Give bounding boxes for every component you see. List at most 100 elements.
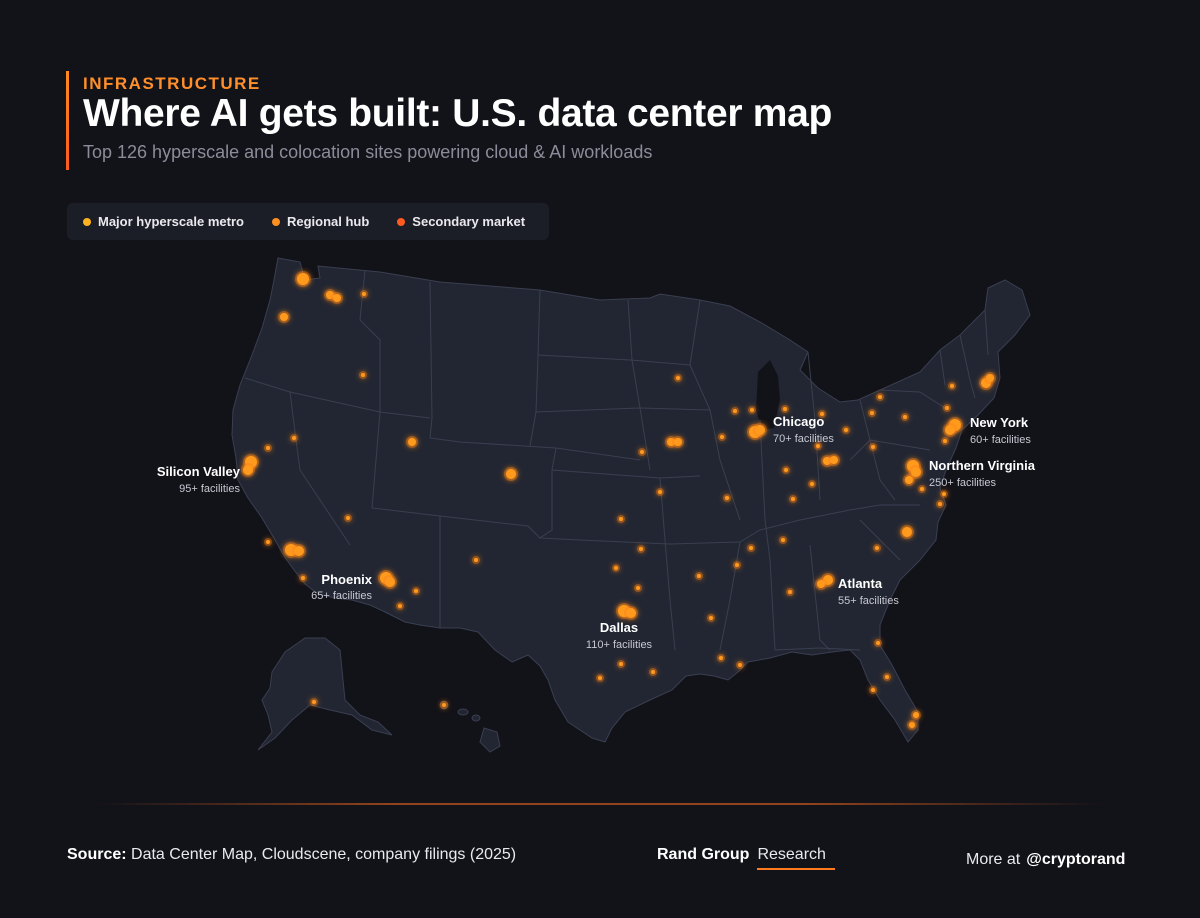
metro-count-new-york: 60+ facilities: [970, 434, 1031, 446]
brand-underline: [757, 868, 835, 870]
facility-dot: [292, 436, 296, 440]
facility-dot: [640, 450, 644, 454]
metro-count-atlanta: 55+ facilities: [838, 595, 899, 607]
facility-dot: [243, 465, 253, 475]
facility-dot: [871, 445, 875, 449]
facility-dot: [474, 558, 478, 562]
facility-dot: [709, 616, 713, 620]
facility-dot: [950, 384, 954, 388]
facility-dot: [385, 577, 395, 587]
hawaii-land: [439, 700, 501, 753]
facility-dot: [816, 444, 820, 448]
facility-dot: [885, 675, 889, 679]
facility-dot: [871, 688, 875, 692]
facility-dot: [749, 546, 753, 550]
metro-label-new-york: New York: [970, 415, 1029, 430]
facility-dots: [241, 271, 996, 730]
source-label: Source:: [67, 846, 127, 863]
facility-dot: [830, 456, 838, 464]
metro-label-dallas: Dallas: [600, 620, 638, 635]
source-text: Data Center Map, Cloudscene, company fil…: [131, 846, 517, 863]
facility-dot: [738, 663, 742, 667]
facility-dot: [943, 439, 947, 443]
facility-dot: [735, 563, 739, 567]
usa-land: [231, 257, 1031, 743]
facility-dot: [876, 641, 880, 645]
metro-count-phoenix: 65+ facilities: [311, 590, 372, 602]
facility-dot: [720, 435, 724, 439]
facility-dot: [942, 492, 946, 496]
us-map: Silicon Valley 95+ facilities Phoenix 65…: [157, 257, 1036, 753]
more-link[interactable]: More at @cryptorand: [966, 851, 1125, 869]
legend-dot-secondary: [397, 217, 406, 226]
facility-dot: [266, 540, 270, 544]
facility-dot: [398, 604, 402, 608]
footer-divider: [95, 803, 1105, 805]
facility-dot: [810, 482, 814, 486]
legend-item-major: Major hyperscale metro: [83, 214, 244, 229]
facility-dot: [312, 700, 316, 704]
facility-dot: [817, 580, 825, 588]
facility-dot: [651, 670, 655, 674]
lake-michigan: [756, 360, 780, 430]
facility-dot: [784, 468, 788, 472]
facility-dot: [346, 516, 350, 520]
metro-label-chicago: Chicago: [773, 414, 824, 429]
facility-dot: [945, 425, 955, 435]
metro-count-chicago: 70+ facilities: [773, 433, 834, 445]
alaska-land: [257, 637, 393, 751]
metro-label-atlanta: Atlanta: [838, 576, 883, 591]
page-title: Where AI gets built: U.S. data center ma…: [83, 92, 833, 135]
facility-dot: [697, 574, 701, 578]
facility-dot: [920, 487, 924, 491]
facility-dot: [506, 469, 516, 479]
facility-dot: [788, 590, 792, 594]
facility-dot: [791, 497, 795, 501]
brand-name: Rand Group: [657, 846, 750, 863]
page-subtitle: Top 126 hyperscale and colocation sites …: [83, 142, 653, 162]
state-borders: [244, 269, 989, 651]
facility-dot: [909, 722, 915, 728]
facility-dot: [878, 395, 882, 399]
legend: Major hyperscale metro Regional hub Seco…: [67, 203, 549, 240]
metro-label-silicon-valley: Silicon Valley: [157, 464, 241, 479]
metro-labels: Silicon Valley 95+ facilities Phoenix 65…: [157, 414, 1036, 651]
facility-dot: [614, 566, 618, 570]
facility-dot: [913, 712, 919, 718]
facility-dot: [636, 586, 640, 590]
metro-label-northern-virginia: Northern Virginia: [929, 458, 1036, 473]
facility-dot: [361, 373, 365, 377]
facility-dot: [639, 547, 643, 551]
legend-label-secondary: Secondary market: [412, 214, 526, 229]
facility-dot: [676, 376, 680, 380]
facility-dot: [755, 425, 765, 435]
brand: Rand Group Research: [657, 846, 826, 864]
metro-count-silicon-valley: 95+ facilities: [179, 483, 240, 495]
facility-dot: [905, 476, 913, 484]
facility-dot: [297, 273, 309, 285]
facility-dot: [844, 428, 848, 432]
source-note: Source: Data Center Map, Cloudscene, com…: [67, 846, 516, 864]
metro-count-northern-virginia: 250+ facilities: [929, 477, 996, 489]
handle[interactable]: @cryptorand: [1026, 851, 1126, 868]
facility-dot: [903, 415, 907, 419]
facility-dot: [658, 490, 662, 494]
facility-dot: [783, 407, 787, 411]
facility-dot: [619, 517, 623, 521]
facility-dot: [986, 374, 994, 382]
facility-dot: [911, 467, 921, 477]
facility-dot: [820, 412, 824, 416]
facility-dot: [626, 608, 636, 618]
facility-dot: [598, 676, 602, 680]
facility-dot: [733, 409, 737, 413]
facility-dot: [719, 656, 723, 660]
legend-item-secondary: Secondary market: [397, 214, 525, 229]
facility-dot: [301, 576, 305, 580]
legend-item-regional: Regional hub: [271, 214, 369, 229]
facility-dot: [750, 408, 754, 412]
facility-dot: [938, 502, 942, 506]
facility-dot: [414, 589, 418, 593]
facility-dot: [266, 446, 270, 450]
metro-label-phoenix: Phoenix: [321, 572, 372, 587]
facility-dot: [945, 406, 949, 410]
